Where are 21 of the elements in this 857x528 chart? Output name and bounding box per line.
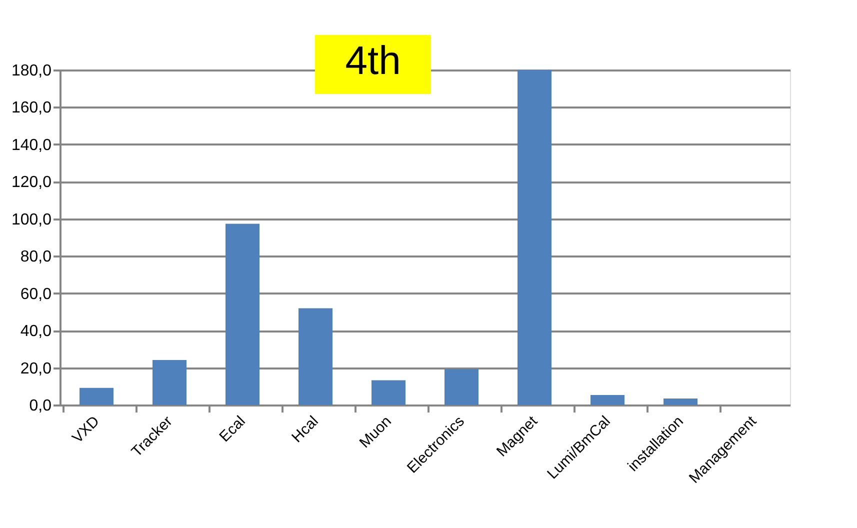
- y-tick-label: 120,0: [11, 174, 52, 192]
- x-tick-label: VXD: [69, 412, 103, 447]
- y-tick-label: 0,0: [29, 398, 52, 414]
- y-tick-label: 60,0: [20, 286, 52, 303]
- bar: [298, 308, 332, 405]
- y-tick-label: 80,0: [20, 248, 52, 266]
- bar: [372, 380, 406, 405]
- y-tick-label: 160,0: [11, 100, 52, 117]
- bar: [152, 360, 186, 405]
- bar: [518, 70, 552, 405]
- bar: [444, 369, 478, 405]
- chart-title: 4th: [345, 39, 401, 83]
- y-tick-label: 100,0: [11, 211, 52, 228]
- bar: [590, 394, 624, 405]
- y-tick-label: 40,0: [20, 323, 52, 340]
- bar: [664, 398, 698, 405]
- y-tick-label: 140,0: [11, 136, 52, 154]
- bar: [80, 388, 114, 405]
- y-tick-label: 20,0: [20, 360, 52, 378]
- bar: [226, 224, 260, 405]
- y-tick-label: 180,0: [11, 62, 52, 80]
